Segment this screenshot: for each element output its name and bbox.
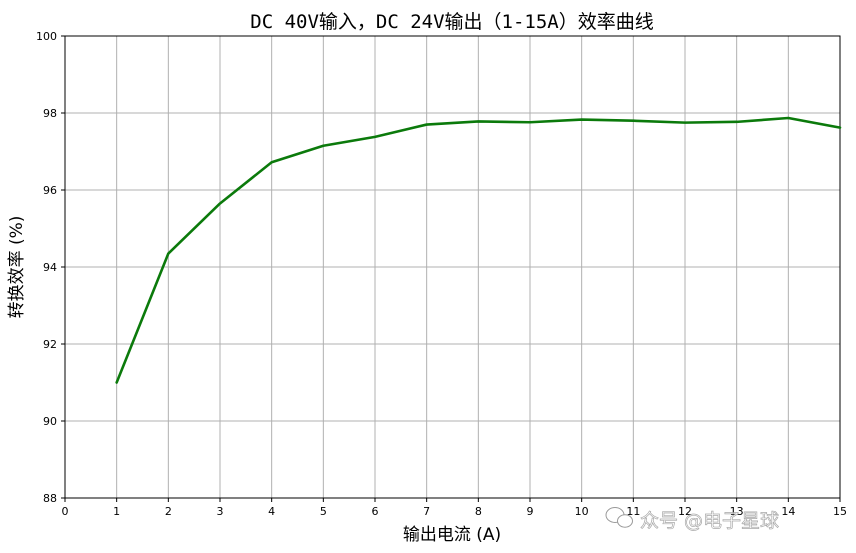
efficiency-line <box>115 116 842 384</box>
x-tick-label: 4 <box>268 505 275 518</box>
y-tick-label: 92 <box>43 338 57 351</box>
watermark: 众号 @电子星球 <box>605 507 779 532</box>
x-tick-label: 12 <box>678 505 692 518</box>
x-axis-label: 输出电流 (A) <box>403 525 501 545</box>
x-tick-label: 14 <box>781 505 795 518</box>
y-tick-label: 96 <box>43 184 57 197</box>
x-tick-label: 11 <box>626 505 640 518</box>
y-tick-label: 94 <box>43 261 57 274</box>
grid <box>64 35 841 499</box>
x-tick-label: 13 <box>730 505 744 518</box>
y-tick-label: 100 <box>36 30 57 43</box>
x-tick-label: 9 <box>527 505 534 518</box>
x-tick-label: 0 <box>62 505 69 518</box>
x-tick-label: 6 <box>372 505 379 518</box>
x-tick-label: 1 <box>113 505 120 518</box>
y-tick-label: 88 <box>43 492 57 505</box>
x-tick-label: 5 <box>320 505 327 518</box>
watermark-text: 众号 @电子星球 <box>640 510 779 532</box>
x-tick-label: 2 <box>165 505 172 518</box>
chart-title: DC 40V输入，DC 24V输出（1-15A）效率曲线 <box>250 11 653 33</box>
x-tick-label: 7 <box>423 505 430 518</box>
y-axis-label: 转换效率 (%) <box>7 216 27 319</box>
y-tick-label: 90 <box>43 415 57 428</box>
x-tick-label: 8 <box>475 505 482 518</box>
x-tick-label: 3 <box>217 505 224 518</box>
x-tick-label: 10 <box>575 505 589 518</box>
wechat-icon <box>605 507 633 528</box>
x-tick-label: 15 <box>833 505 847 518</box>
y-tick-label: 98 <box>43 107 57 120</box>
